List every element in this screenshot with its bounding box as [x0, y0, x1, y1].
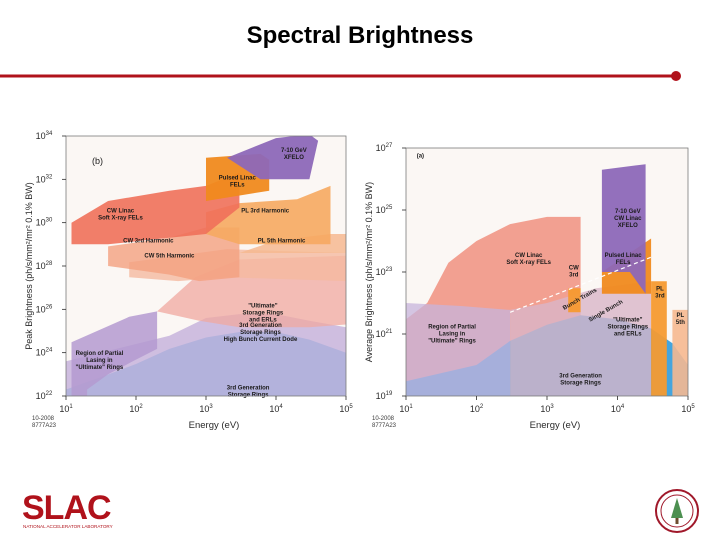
slac-logo-tagline: NATIONAL ACCELERATOR LABORATORY	[23, 524, 113, 529]
panel-b-x-tick-label-3: 103	[199, 404, 213, 414]
panel-a-footnote-1: 8777A23	[372, 423, 397, 429]
panel-b-series-pl-3rd-harmonic	[206, 185, 331, 245]
panel-a-annotation-cw-linac-soft-x-ray-fels: CW Linac Soft X-ray FELs	[506, 253, 551, 266]
panel-a-series-7-10-gev-cw-linac-xfelo	[601, 164, 646, 294]
panel-b-footnote-0: 10-2008	[32, 416, 55, 422]
panel-a-y-tick-label-25: 1025	[376, 205, 393, 215]
panel-b-x-tick-label-4: 104	[269, 404, 283, 414]
title-rule-dot	[671, 71, 681, 81]
panel-b-annotation-cw-linac-soft-x-ray-fels: CW Linac Soft X-ray FELs	[98, 208, 143, 221]
panel-a-x-tick-label-1: 101	[399, 404, 413, 414]
panel-a-series-group	[406, 164, 688, 396]
panel-a-y-tick-label-27: 1027	[376, 143, 393, 153]
panel-b-annotation-pl-3rd-harmonic: PL 3rd Harmonic	[241, 208, 290, 214]
panel-b-annotation-ultimate-storage-rings-and-erls: "Ultimate" Storage Rings and ERLs	[243, 304, 284, 324]
panel-a-y-tick-label-23: 1023	[376, 267, 393, 277]
panel-a-series-pl-5th	[672, 309, 688, 396]
panel-b-x-tick-label-5: 105	[339, 404, 353, 414]
panel-a-annotation-cw-3rd: CW 3rd	[569, 266, 579, 279]
panel-b-panel-tag: (b)	[92, 156, 103, 166]
panel-b-y-tick-label-34: 1034	[36, 131, 53, 141]
panel-a-annotation-pl-3rd: PL 3rd	[655, 287, 665, 300]
panel-a-x-axis-label: Energy (eV)	[530, 420, 581, 431]
panel-a-annotation-3rd-generation-storage-rings: 3rd Generation Storage Rings	[559, 373, 602, 386]
panel-b-annotation-pl-5th-harmonic: PL 5th Harmonic	[258, 239, 306, 245]
slac-logo: SLAC NATIONAL ACCELERATOR LABORATORY	[22, 489, 134, 530]
panel-b-annotation-3rd-generation-storage-rings: 3rd Generation Storage Rings	[227, 385, 270, 398]
panel-a-footnote-0: 10-2008	[372, 416, 395, 422]
panel-b-annotation-3rd-generation-storage-rings-high-bunch-current-dode: 3rd Generation Storage Rings High Bunch Cu…	[224, 323, 298, 343]
panel-a-y-axis-label: Average Brightness (ph/s/mm²/mr² 0.1% BW…	[364, 182, 374, 362]
panel-b-y-tick-label-26: 1026	[36, 304, 53, 314]
panel-b-y-tick-label-24: 1024	[36, 348, 53, 358]
panel-b-x-tick-label-2: 102	[129, 404, 143, 414]
panel-b-series-7-10-gev-xfelo	[227, 136, 319, 180]
panel-a-x-tick-label-4: 104	[611, 404, 625, 414]
panel-a-annotation-pl-5th: PL 5th	[676, 313, 685, 326]
panel-b-y-tick-label-22: 1022	[36, 391, 53, 401]
panel-b-series-3rd-generation-storage-rings-high-bunch-current-dode	[66, 314, 346, 396]
slide-title: Spectral Brightness	[246, 22, 474, 49]
panel-b-series-cw-3rd-harmonic	[108, 227, 240, 282]
panel-b-x-axis-label: Energy (eV)	[189, 420, 240, 431]
panel-a-series-cw-3rd	[568, 288, 581, 313]
panel-a-annotation-a: (a)	[417, 153, 424, 159]
panel-b-annotation-7-10-gev-xfelo: 7-10 GeV XFELO	[281, 148, 307, 161]
panel-a-y-tick-label-21: 1021	[376, 329, 393, 339]
panel-a-y-tick-label-19: 1019	[376, 391, 393, 401]
panel-b-x-tick-label-1: 101	[59, 404, 73, 414]
panel-a-chart: (a) 7-10 GeV CW Linac XFELO Pulsed Linac FELs…	[364, 120, 696, 432]
panel-a-x-tick-label-3: 103	[540, 404, 554, 414]
panel-b-annotation-pulsed-linac-fels: Pulsed Linac FELs	[219, 175, 257, 188]
panel-b-footnote-1: 8777A23	[32, 423, 57, 429]
panel-b-y-tick-label-32: 1032	[36, 174, 53, 184]
panel-a-annotation-ultimate-storage-rings-and-erls: "Ultimate" Storage Rings and ERLs	[607, 318, 648, 338]
panel-b-series-group	[66, 136, 346, 396]
panel-a-annotation-region-of-partial-lasing-in-ultimate-rings: Region of Partial Lasing in "Ultimate" Rin…	[428, 325, 476, 345]
panel-b-y-tick-label-28: 1028	[36, 261, 53, 271]
panel-a-x-tick-label-5: 105	[681, 404, 695, 414]
panel-b-y-axis-label: Peak Brightness (ph/s/mm²/mr² 0.1% BW)	[24, 182, 34, 350]
panel-a-annotation-pulsed-linac-fels: Pulsed Linac FELs	[605, 253, 643, 266]
panel-b-series-cw-linac-soft-x-ray-fels	[71, 172, 240, 245]
panel-a-x-tick-label-2: 102	[470, 404, 484, 414]
panel-a-series-pl-3rd	[651, 281, 667, 396]
stanford-seal-icon	[654, 488, 700, 534]
slac-logo-text: SLAC	[22, 490, 111, 527]
panel-b-y-tick-label-30: 1030	[36, 218, 53, 228]
panel-b-chart: 7-10 GeV XFELO Pulsed Linac FELs CW Linac Sof…	[24, 120, 358, 432]
title-rule	[0, 70, 720, 84]
panel-b-annotation-region-of-partial-lasing-in-ultimate-rings: Region of Partial Lasing in "Ultimate" Rin…	[76, 351, 124, 371]
panel-a-annotation-7-10-gev-cw-linac-xfelo: 7-10 GeV CW Linac XFELO	[614, 209, 642, 229]
panel-a-guide-bunch-trains-single-bunch	[509, 256, 652, 313]
panel-b-series-region-of-partial-lasing-in-ultimate-rings	[71, 311, 158, 396]
panel-a-series-ultimate-storage-rings-and-erls	[510, 281, 652, 396]
panel-a-series-region-of-partial-lasing-in-ultimate-rings	[406, 303, 511, 396]
panel-b-annotation-cw-5th-harmonic: CW 5th Harmonic	[144, 253, 195, 259]
panel-b-annotation-cw-3rd-harmonic: CW 3rd Harmonic	[123, 239, 174, 245]
